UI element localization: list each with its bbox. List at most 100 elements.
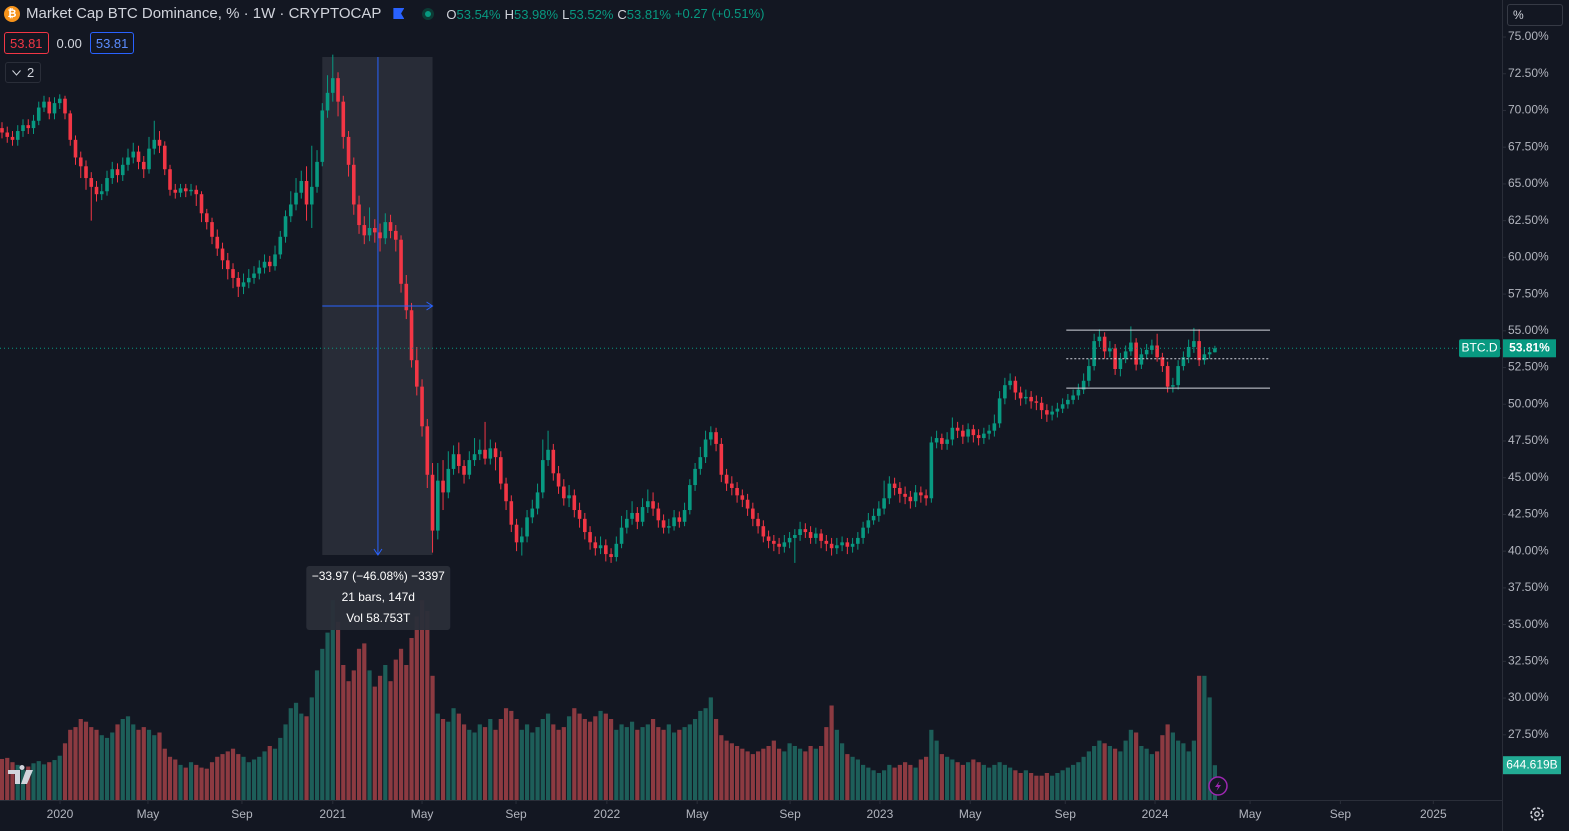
x-tick-label: May — [137, 807, 160, 821]
indicators-count: 2 — [27, 65, 35, 80]
candle-body — [425, 426, 430, 475]
sell-button[interactable]: 53.81 — [4, 32, 49, 54]
candle-body — [241, 282, 246, 287]
candle-body — [367, 227, 372, 236]
volume-bar — [792, 746, 797, 800]
volume-bar — [1076, 762, 1081, 800]
candle-body — [997, 398, 1002, 424]
y-tick-label: 75.00% — [1508, 29, 1549, 43]
volume-bar — [362, 643, 367, 800]
change: +0.27 (+0.51%) — [674, 6, 765, 21]
volume-bar — [955, 762, 960, 800]
volume-bar — [346, 681, 351, 800]
indicators-toggle[interactable]: 2 — [5, 62, 42, 83]
volume-bar — [1029, 773, 1034, 800]
volume-bar — [566, 716, 572, 800]
candle-body — [541, 460, 545, 493]
volume-bar — [288, 708, 293, 800]
candle-body — [283, 216, 288, 237]
symbol-label: BTC.D — [1462, 340, 1498, 354]
volume-bar — [204, 768, 209, 800]
x-tick-label: May — [1239, 807, 1262, 821]
x-tick-label: Sep — [1330, 807, 1352, 821]
volume-bar — [1186, 751, 1191, 800]
volume-bar — [713, 719, 719, 800]
candle-body — [1129, 342, 1133, 352]
volume-bar — [1191, 740, 1196, 800]
candle-body — [567, 495, 571, 499]
volume-bar — [404, 665, 409, 800]
candle-body — [157, 139, 162, 146]
candle-body — [551, 449, 556, 474]
last-price-label: 53.81% — [1509, 340, 1550, 354]
volume-bar — [582, 719, 587, 800]
volume-bar — [435, 713, 440, 800]
candle-body — [94, 186, 99, 195]
volume-bar — [572, 708, 577, 800]
volume-bar — [1065, 767, 1070, 800]
volume-bar — [1060, 770, 1065, 800]
candle-body — [267, 261, 272, 267]
chart-title: Market Cap BTC Dominance, % · 1W · CRYPT… — [26, 5, 382, 22]
candle-body — [168, 169, 172, 190]
candle-body — [604, 545, 608, 555]
candle-body — [1118, 358, 1123, 370]
candle-body — [362, 225, 367, 236]
candle-body — [724, 474, 729, 484]
volume-bar — [477, 724, 482, 800]
candle-body — [320, 110, 325, 162]
volume-bar — [876, 773, 881, 800]
candle-body — [525, 517, 529, 537]
volume-bar — [929, 729, 934, 800]
candle-body — [262, 261, 267, 268]
volume-bar — [976, 762, 981, 800]
volume-bar — [656, 727, 661, 800]
candle-body — [614, 543, 619, 558]
settings-hub — [1534, 811, 1540, 817]
ohlc-key: L — [562, 6, 570, 22]
volume-bar — [73, 727, 78, 800]
volume-bar — [545, 713, 551, 800]
candle-body — [866, 520, 871, 528]
volume-bar — [551, 724, 556, 800]
volume-bar — [1055, 773, 1060, 800]
candle-body — [656, 508, 661, 521]
volume-bar — [377, 675, 383, 800]
candle-body — [409, 310, 414, 361]
volume-bar — [398, 648, 404, 800]
volume-bar — [41, 764, 47, 800]
buy-button[interactable]: 53.81 — [89, 32, 135, 54]
volume-bar — [960, 764, 965, 800]
volume-bar — [104, 737, 110, 800]
volume-bar — [1044, 773, 1049, 800]
candle-body — [73, 139, 78, 158]
candle-body — [751, 508, 755, 519]
volume-bar — [293, 702, 299, 800]
candle-body — [189, 189, 193, 192]
candle-body — [1003, 385, 1007, 399]
y-tick-label: 42.50% — [1508, 507, 1549, 521]
volume-bar — [766, 746, 771, 800]
candle-body — [399, 239, 403, 284]
candle-body — [178, 188, 183, 193]
volume-bar — [645, 724, 650, 800]
candle-body — [961, 430, 965, 437]
candle-body — [588, 532, 592, 543]
volume-bar — [1107, 746, 1112, 800]
settings-icon[interactable] — [1530, 807, 1544, 821]
volume-bar — [241, 756, 246, 800]
flag-icon[interactable] — [393, 8, 405, 19]
replay-icon[interactable] — [1208, 776, 1228, 796]
volume-bar — [325, 632, 330, 800]
scale-mode[interactable]: % — [1507, 4, 1563, 26]
volume-bar — [83, 721, 89, 800]
volume-bar — [771, 740, 776, 800]
candle-body — [635, 512, 640, 522]
candle-body — [63, 98, 67, 114]
volume-bar — [687, 724, 692, 800]
volume-bar — [740, 748, 745, 800]
y-tick-label: 60.00% — [1508, 250, 1549, 264]
volume-bar — [215, 756, 220, 800]
candle-body — [819, 533, 823, 541]
measure-text: Vol 58.753T — [346, 611, 411, 625]
